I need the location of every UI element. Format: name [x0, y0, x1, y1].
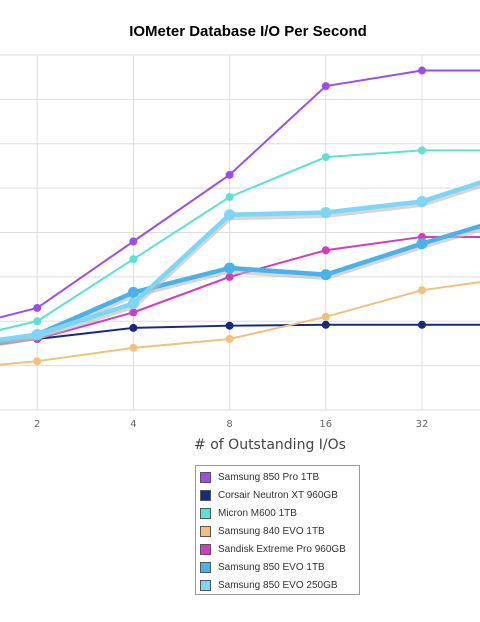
- series-samsung-850-evo-1tb: [0, 223, 480, 347]
- data-point: [33, 317, 42, 326]
- data-point: [321, 320, 330, 329]
- legend-swatch: [200, 471, 211, 483]
- x-tick-label: 32: [416, 419, 429, 430]
- data-point: [129, 343, 138, 352]
- series-samsung-850-pro-1tb: [0, 66, 480, 319]
- chart-series: [0, 66, 480, 366]
- legend-swatch: [200, 507, 211, 519]
- x-axis-ticks: 2 4 8 16 32: [34, 419, 428, 430]
- x-axis-label: # of Outstanding I/Os: [194, 437, 346, 453]
- series-micron-m600-1tb: [0, 146, 480, 331]
- data-point: [129, 237, 138, 246]
- series-samsung-840-evo-1tb: [0, 281, 480, 366]
- legend-item-samsung-850-evo-250gb[interactable]: Samsung 850 EVO 250GB: [200, 576, 359, 594]
- legend-label: Samsung 850 EVO 250GB: [218, 579, 338, 591]
- data-point: [321, 82, 330, 91]
- x-tick-label: 4: [130, 419, 136, 430]
- chart-title: IOMeter Database I/O Per Second: [129, 23, 367, 40]
- legend-label: Sandisk Extreme Pro 960GB: [218, 543, 346, 555]
- data-point: [225, 335, 234, 343]
- data-point: [416, 238, 428, 250]
- data-point: [418, 146, 426, 155]
- x-tick-label: 2: [34, 419, 40, 430]
- data-point: [320, 269, 332, 281]
- legend-swatch: [200, 579, 211, 591]
- legend-label: Corsair Neutron XT 960GB: [218, 489, 338, 501]
- data-point: [418, 320, 426, 329]
- legend-label: Samsung 850 EVO 1TB: [218, 561, 325, 573]
- legend-swatch: [200, 543, 211, 555]
- data-point: [31, 329, 43, 341]
- legend-item-samsung-850-pro-1tb[interactable]: Samsung 850 Pro 1TB: [200, 468, 359, 486]
- data-point: [225, 272, 234, 281]
- legend-label: Micron M600 1TB: [218, 507, 297, 519]
- data-point: [33, 303, 42, 312]
- data-point: [416, 195, 428, 207]
- chart-legend: Samsung 850 Pro 1TB Corsair Neutron XT 96…: [195, 465, 360, 595]
- legend-item-corsair-neutron-xt-960gb[interactable]: Corsair Neutron XT 960GB: [200, 486, 359, 504]
- data-point: [321, 153, 330, 162]
- data-point: [129, 255, 138, 264]
- data-point: [321, 312, 330, 321]
- x-tick-label: 8: [226, 419, 232, 430]
- data-point: [129, 323, 138, 332]
- data-point: [33, 357, 42, 366]
- data-point: [224, 209, 236, 221]
- data-point: [127, 298, 139, 309]
- data-point: [321, 246, 330, 255]
- x-tick-label: 16: [319, 419, 332, 430]
- data-point: [418, 286, 426, 295]
- data-point: [225, 170, 234, 179]
- data-point: [127, 286, 139, 298]
- data-point: [418, 66, 426, 75]
- data-point: [224, 262, 236, 274]
- legend-item-samsung-840-evo-1tb[interactable]: Samsung 840 EVO 1TB: [200, 522, 359, 540]
- legend-swatch: [200, 525, 211, 537]
- series-samsung-850-evo-250gb: [0, 180, 480, 346]
- data-point: [225, 193, 234, 201]
- legend-item-sandisk-extreme-pro-960gb[interactable]: Sandisk Extreme Pro 960GB: [200, 540, 359, 558]
- legend-label: Samsung 840 EVO 1TB: [218, 525, 325, 537]
- legend-label: Samsung 850 Pro 1TB: [218, 471, 320, 483]
- data-point: [320, 207, 332, 219]
- data-point: [225, 321, 234, 330]
- legend-swatch: [200, 489, 211, 501]
- data-point: [129, 308, 138, 317]
- legend-item-samsung-850-evo-1tb[interactable]: Samsung 850 EVO 1TB: [200, 558, 359, 576]
- legend-swatch: [200, 561, 211, 573]
- legend-item-micron-m600-1tb[interactable]: Micron M600 1TB: [200, 504, 359, 522]
